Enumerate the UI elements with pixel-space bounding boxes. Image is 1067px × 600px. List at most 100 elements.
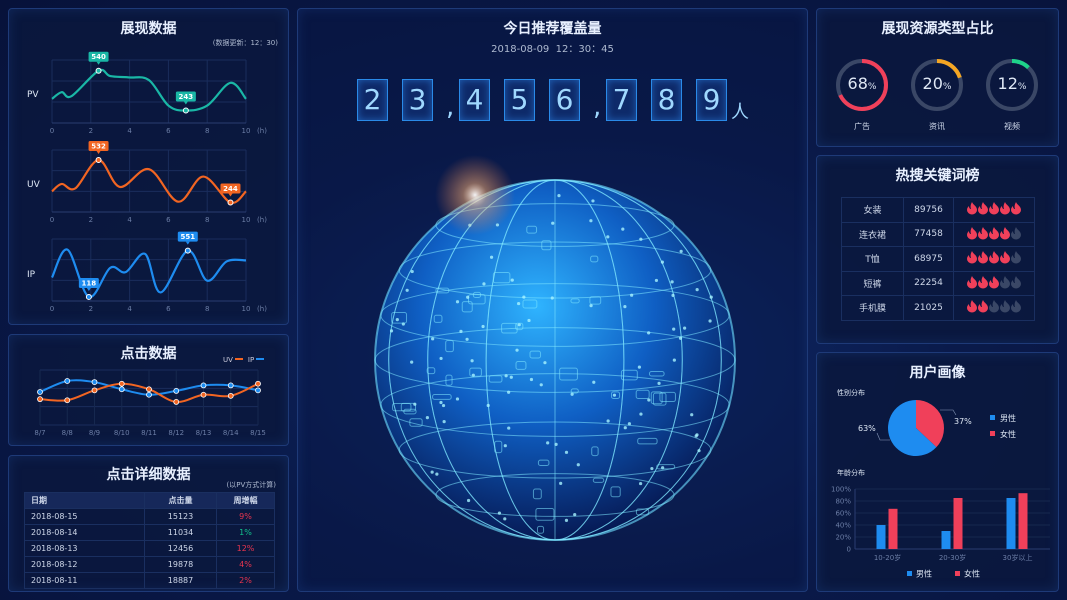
row-date: 2018-08-15 [24, 508, 145, 525]
data-point[interactable] [37, 389, 43, 395]
globe-node [395, 318, 399, 322]
data-point[interactable] [200, 391, 207, 398]
x-tick-label: 8/15 [250, 429, 266, 437]
data-point[interactable] [173, 387, 180, 394]
data-point[interactable] [173, 398, 180, 405]
data-point[interactable] [37, 396, 43, 403]
data-point[interactable] [118, 386, 125, 393]
keyword[interactable]: T恤 [841, 246, 904, 272]
pie-slice[interactable] [916, 400, 944, 448]
bar[interactable] [1018, 493, 1028, 549]
flame-icon [988, 251, 999, 264]
globe-node [660, 260, 664, 264]
keyword[interactable]: 短裤 [841, 270, 904, 296]
donut-label: 视频 [1004, 122, 1020, 131]
globe-node [517, 301, 521, 306]
globe-circuit [461, 301, 473, 313]
data-point[interactable] [146, 386, 152, 393]
globe-node [503, 444, 507, 448]
row-change: 9% [216, 508, 275, 525]
x-tick-label: 6 [166, 305, 171, 313]
legend-swatch [990, 431, 995, 436]
data-point[interactable] [255, 387, 261, 394]
globe-node [573, 512, 577, 517]
donut-unit: % [1017, 82, 1027, 92]
data-label-bg [88, 51, 109, 62]
data-point[interactable] [91, 379, 98, 386]
globe-node [639, 237, 643, 241]
globe-node [638, 481, 643, 486]
ip-chart: 0 2 4 6 8 10 (h) 118 551 [50, 231, 267, 313]
data-point[interactable] [91, 387, 98, 394]
bar[interactable] [941, 531, 951, 549]
data-point[interactable] [64, 378, 71, 384]
hot-row[interactable]: 连衣裙 77458 [841, 221, 1035, 247]
data-point[interactable] [85, 293, 92, 300]
data-point[interactable] [95, 67, 102, 74]
globe-node [465, 337, 469, 341]
flame-icon [966, 275, 977, 289]
col-date: 日期 [24, 492, 145, 509]
globe-node [683, 326, 687, 330]
y-tick-label: 20% [835, 534, 851, 542]
counter-separator: , [593, 92, 602, 122]
y-tick-label: 100% [831, 486, 851, 494]
data-label-pointer [183, 101, 188, 105]
flame-icon [1010, 251, 1021, 264]
table-row: 2018-08-14 11034 1% [24, 524, 275, 541]
globe-node [503, 517, 507, 521]
globe-node [470, 359, 474, 363]
label-leader [876, 432, 890, 441]
globe-circuit [522, 299, 538, 309]
data-point[interactable] [146, 391, 152, 398]
keyword[interactable]: 连衣裙 [841, 221, 904, 247]
data-point[interactable] [255, 380, 261, 387]
donut-label: 广告 [854, 122, 870, 131]
search-count: 22254 [903, 270, 954, 296]
data-point[interactable] [227, 199, 234, 206]
search-count: 89756 [903, 197, 954, 223]
x-tick-label: 8/14 [223, 429, 239, 437]
donut-unit: % [942, 82, 952, 92]
bar[interactable] [888, 508, 898, 549]
hot-row[interactable]: 短裤 22254 [841, 270, 1035, 296]
data-point[interactable] [184, 247, 191, 254]
flame-icon [999, 251, 1010, 264]
x-tick-label: 10-20岁 [874, 553, 901, 562]
data-point[interactable] [200, 382, 207, 389]
globe-node [405, 288, 409, 292]
table-row: 2018-08-11 18887 2% [24, 572, 275, 589]
data-point[interactable] [227, 392, 234, 399]
bar[interactable] [876, 525, 886, 549]
x-tick-label: 0 [50, 305, 54, 313]
data-point[interactable] [118, 380, 125, 387]
globe-circuit [570, 298, 580, 304]
globe-circuit [501, 322, 518, 334]
data-point[interactable] [95, 157, 102, 164]
row-clicks: 19878 [144, 556, 217, 573]
data-point[interactable] [227, 382, 234, 389]
counter-digit: 4 [459, 79, 490, 121]
keyword[interactable]: 女装 [841, 197, 904, 223]
hot-row[interactable]: 女装 89756 [841, 197, 1035, 223]
globe-circuit [494, 440, 503, 454]
data-point[interactable] [64, 397, 71, 404]
data-point[interactable] [182, 107, 189, 114]
globe-node [697, 449, 701, 453]
keyword[interactable]: 手机膜 [841, 295, 904, 321]
globe-node [708, 319, 712, 323]
globe-circuit [526, 225, 538, 234]
counter-digit: 8 [651, 79, 682, 121]
hot-row[interactable]: 手机膜 21025 [841, 295, 1035, 321]
pie-slice[interactable] [888, 400, 937, 456]
counter-digit: 3 [402, 79, 433, 121]
x-tick-label: 8/12 [168, 429, 184, 437]
globe-circuit [445, 374, 453, 386]
bar[interactable] [1006, 498, 1016, 549]
bar[interactable] [953, 498, 963, 549]
hot-row[interactable]: T恤 68975 [841, 246, 1035, 272]
globe-node [695, 433, 699, 437]
globe-node [623, 426, 627, 430]
panel-title: 展现资源类型占比 [881, 21, 994, 37]
globe-node [606, 419, 610, 423]
